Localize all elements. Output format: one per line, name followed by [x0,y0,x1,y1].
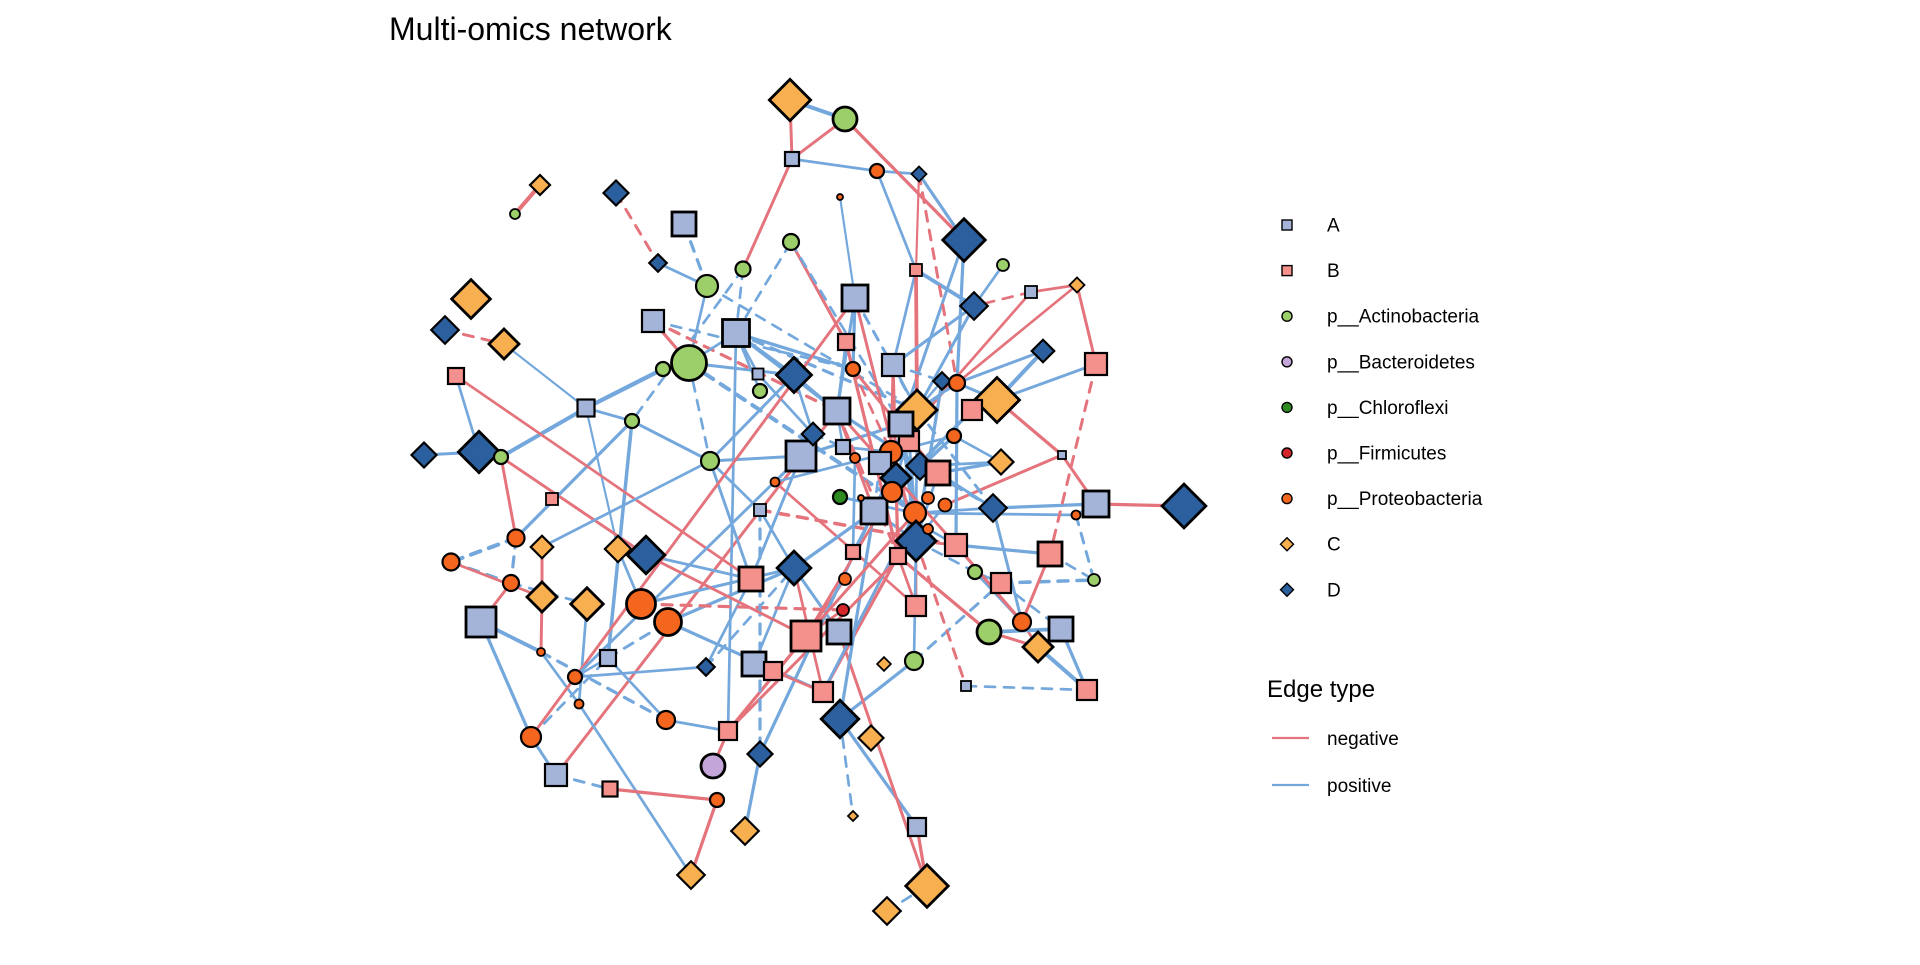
svg-text:p__Proteobacteria: p__Proteobacteria [1327,489,1483,510]
svg-text:Edge type: Edge type [1267,676,1375,703]
svg-text:negative: negative [1327,729,1399,750]
svg-text:p__Chloroflexi: p__Chloroflexi [1327,398,1448,419]
svg-text:C: C [1327,535,1341,556]
svg-text:B: B [1327,261,1340,282]
svg-text:A: A [1327,216,1340,237]
svg-text:Multi-omics network: Multi-omics network [389,11,673,47]
svg-text:p__Firmicutes: p__Firmicutes [1327,444,1446,465]
svg-text:D: D [1327,580,1341,601]
svg-text:p__Bacteroidetes: p__Bacteroidetes [1327,352,1475,373]
svg-text:p__Actinobacteria: p__Actinobacteria [1327,307,1480,328]
svg-text:positive: positive [1327,776,1391,797]
